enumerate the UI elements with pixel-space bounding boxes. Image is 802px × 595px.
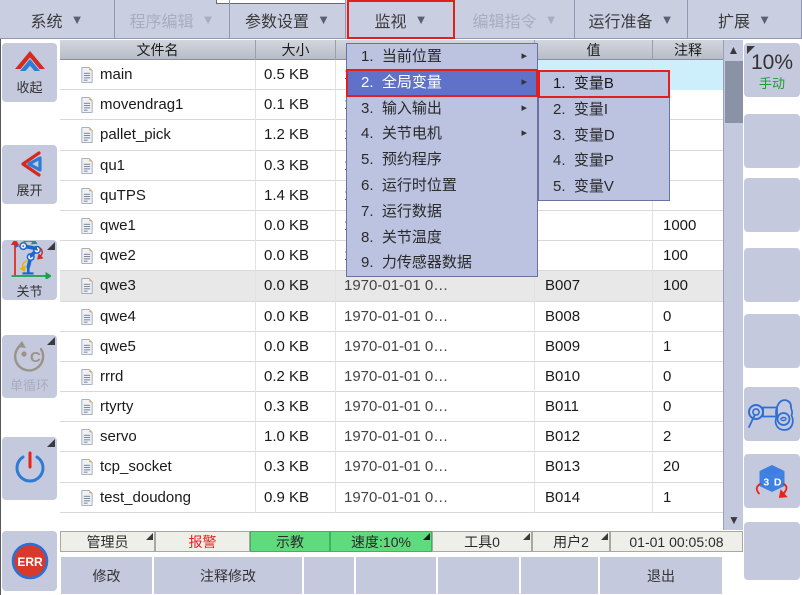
svg-text:D: D — [774, 476, 782, 488]
svg-text:ERR: ERR — [17, 555, 43, 569]
svg-text:C: C — [30, 349, 41, 366]
svg-text:3: 3 — [763, 476, 769, 488]
